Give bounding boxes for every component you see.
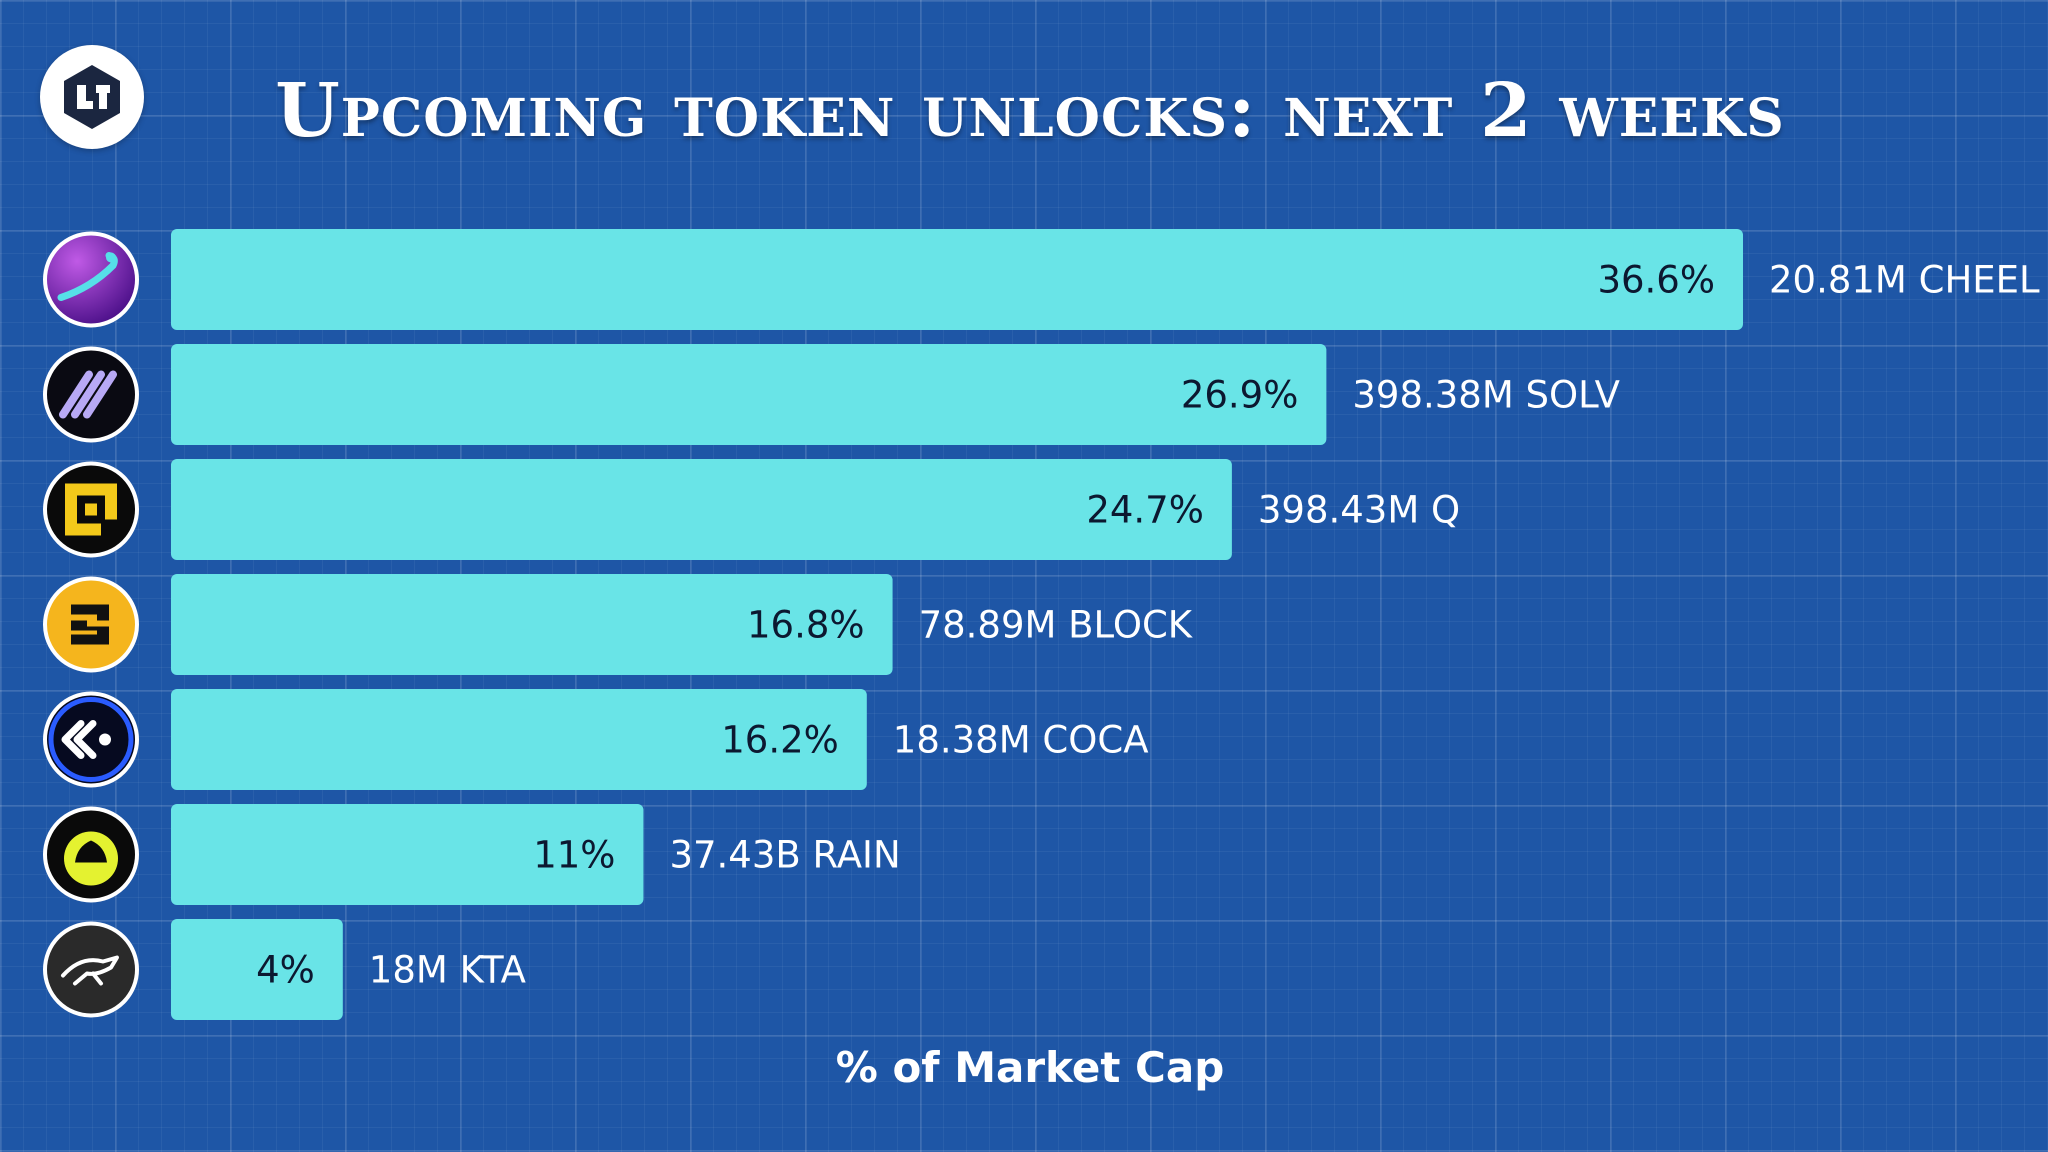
brand-logo-icon <box>40 45 144 149</box>
bar-value-label: 4% <box>256 949 315 992</box>
block-token-icon <box>43 576 139 673</box>
bar-value-label: 16.2% <box>721 719 839 762</box>
kta-token-icon <box>43 921 139 1018</box>
coca-token-icon <box>43 691 139 788</box>
bar <box>171 229 1743 330</box>
cheel-token-icon <box>43 231 139 328</box>
bar-value-label: 24.7% <box>1086 489 1204 532</box>
bar-value-label: 16.8% <box>747 604 865 647</box>
rain-token-icon <box>43 806 139 903</box>
category-label: 398.43M Q <box>1258 489 1460 532</box>
bar-value-label: 36.6% <box>1597 259 1715 302</box>
x-axis-label: % of Market Cap <box>835 1043 1225 1092</box>
bar <box>171 344 1327 445</box>
bar <box>171 919 343 1020</box>
bar <box>171 689 867 790</box>
category-label: 18.38M COCA <box>893 719 1149 762</box>
category-label: 18M KTA <box>369 949 526 992</box>
solv-token-icon <box>43 346 139 443</box>
category-label: 20.81M CHEEL <box>1769 259 2040 302</box>
bar <box>171 459 1232 560</box>
bar-value-label: 26.9% <box>1181 374 1299 417</box>
bar <box>171 574 893 675</box>
category-label: 37.43B RAIN <box>669 834 900 877</box>
bar-value-label: 11% <box>533 834 615 877</box>
category-label: 398.38M SOLV <box>1352 374 1620 417</box>
category-label: 78.89M BLOCK <box>919 604 1194 647</box>
bar <box>171 804 644 905</box>
chart-title: Upcoming token unlocks: next 2 weeks <box>275 68 1785 154</box>
q-token-icon <box>43 461 139 558</box>
